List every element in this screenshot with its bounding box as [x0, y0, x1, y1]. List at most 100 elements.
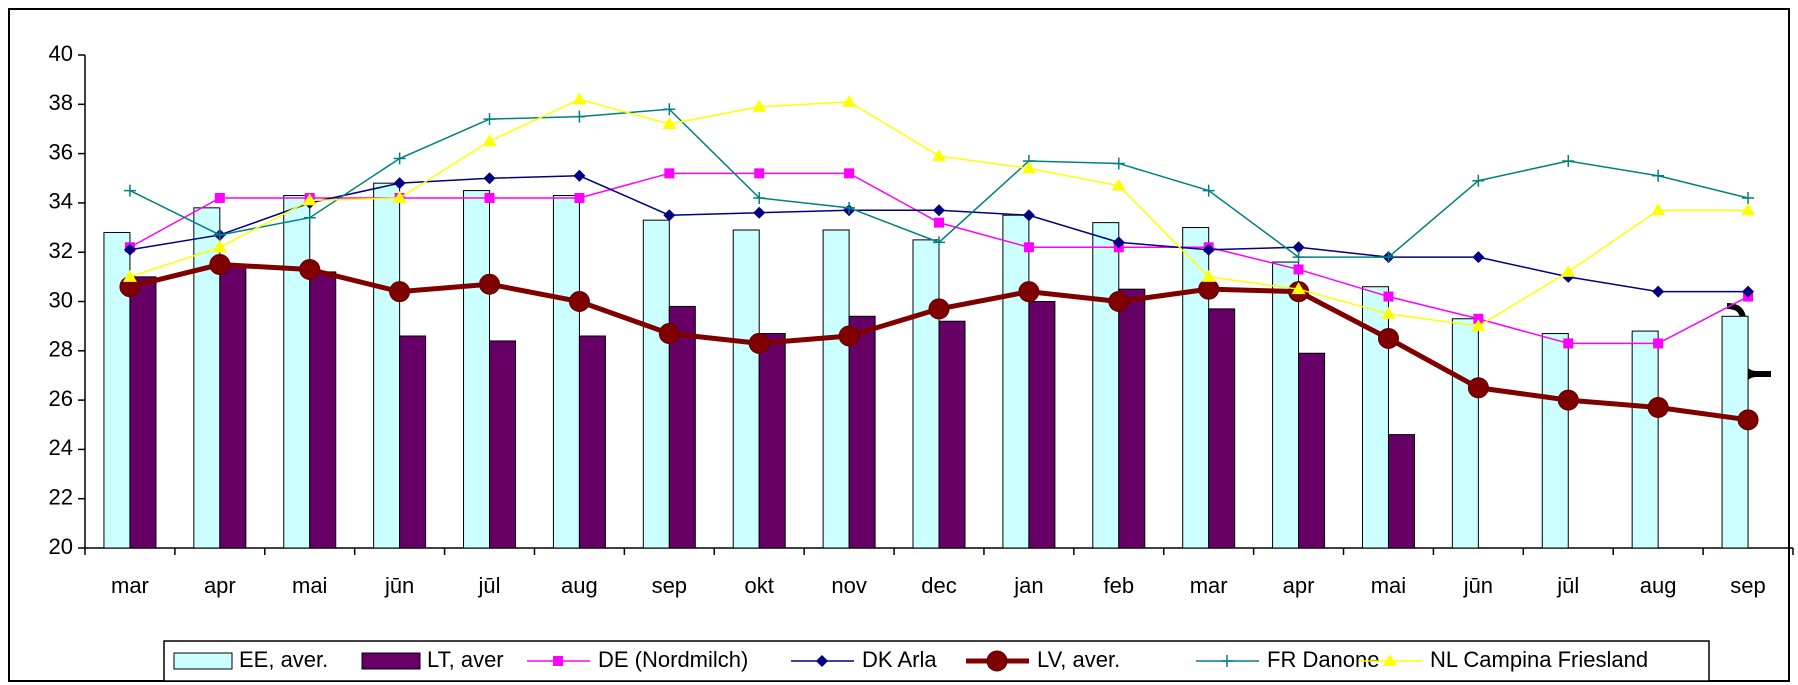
bar: [1541, 333, 1569, 549]
marker-circle: [986, 650, 1008, 672]
x-tick-label: apr: [1283, 573, 1315, 598]
marker-triangle: [932, 149, 946, 162]
marker-triangle: [1651, 203, 1666, 216]
x-tick-label: mar: [111, 573, 149, 598]
marker-square: [1563, 338, 1574, 349]
marker-square: [553, 656, 563, 666]
bar: [129, 276, 157, 549]
marker-triangle: [1741, 203, 1756, 216]
marker-diamond: [816, 655, 828, 667]
bar: [309, 271, 337, 549]
marker-circle: [1647, 396, 1669, 418]
y-tick-label: 30: [49, 287, 73, 312]
marker-square: [214, 192, 225, 203]
y-tick-label: 20: [49, 534, 73, 559]
x-tick-label: sep: [652, 573, 687, 598]
x-tick-label: dec: [921, 573, 956, 598]
marker-triangle: [1111, 178, 1126, 191]
marker-circle: [1108, 291, 1130, 312]
bar: [1451, 318, 1479, 549]
marker-square: [664, 168, 675, 179]
marker-square: [1653, 338, 1664, 349]
marker-plus: [1652, 169, 1665, 182]
bar: [578, 335, 606, 549]
marker-diamond: [1292, 241, 1305, 254]
marker-diamond: [1112, 236, 1125, 249]
bar: [1272, 261, 1300, 549]
bar: [1631, 330, 1659, 549]
marker-triangle: [1471, 319, 1486, 332]
marker-square: [1473, 313, 1484, 324]
y-tick-label: 36: [49, 139, 73, 164]
legend-label: DK Arla: [862, 647, 937, 672]
y-tick-label: 28: [49, 337, 73, 362]
bar: [463, 190, 491, 549]
marker-square: [1293, 264, 1304, 275]
marker-circle: [838, 325, 860, 347]
y-tick-label: 22: [49, 485, 73, 510]
x-tick-label: mai: [1371, 573, 1406, 598]
x-tick-label: okt: [745, 573, 774, 598]
marker-diamond: [663, 209, 676, 222]
bar: [373, 182, 401, 549]
marker-plus: [573, 110, 586, 123]
x-tick-label: jūl: [1556, 573, 1579, 598]
marker-plus: [663, 103, 676, 116]
marker-square: [844, 168, 855, 179]
chart-border: [8, 8, 1790, 682]
marker-plus: [1202, 184, 1215, 197]
legend-swatch: [173, 652, 233, 670]
marker-square: [1023, 242, 1034, 253]
marker-circle: [568, 291, 590, 312]
marker-triangle: [1291, 282, 1306, 295]
marker-diamond: [1652, 285, 1665, 298]
x-tick-label: jūn: [384, 573, 414, 598]
bar: [489, 340, 517, 549]
marker-diamond: [123, 243, 136, 256]
x-tick-label: feb: [1103, 573, 1134, 598]
marker-triangle: [572, 92, 587, 105]
marker-diamond: [1022, 209, 1035, 222]
marker-triangle: [1021, 161, 1036, 174]
marker-triangle: [482, 134, 497, 147]
marker-circle: [1467, 377, 1489, 399]
x-tick-label: mai: [292, 573, 327, 598]
marker-triangle: [752, 99, 767, 112]
marker-plus: [933, 236, 945, 249]
marker-plus: [1382, 251, 1395, 264]
x-tick-label: sep: [1730, 573, 1765, 598]
marker-diamond: [1742, 285, 1755, 298]
marker-plus: [303, 211, 316, 224]
marker-circle: [479, 273, 501, 295]
x-tick-label: nov: [831, 573, 866, 598]
marker-diamond: [1472, 251, 1485, 264]
marker-diamond: [753, 206, 766, 219]
marker-circle: [1198, 278, 1220, 300]
bar: [1182, 227, 1210, 549]
legend-label: LT, aver: [427, 647, 504, 672]
bar: [1387, 434, 1415, 549]
marker-triangle: [842, 94, 857, 107]
x-tick-label: apr: [204, 573, 236, 598]
x-tick-label: aug: [1640, 573, 1677, 598]
bar: [1028, 301, 1056, 549]
marker-diamond: [573, 169, 586, 182]
x-tick-label: mar: [1190, 573, 1228, 598]
marker-triangle: [1561, 264, 1576, 277]
marker-square: [934, 217, 944, 228]
y-tick-label: 26: [49, 386, 73, 411]
marker-plus: [1562, 154, 1575, 167]
marker-square: [484, 192, 495, 203]
marker-triangle: [1383, 654, 1397, 666]
marker-plus: [1472, 174, 1485, 187]
y-tick-label: 32: [49, 238, 73, 263]
marker-plus: [1292, 251, 1305, 264]
x-tick-label: aug: [561, 573, 598, 598]
y-tick-label: 24: [49, 435, 73, 460]
marker-circle: [389, 281, 411, 303]
bar: [1208, 308, 1236, 549]
bar: [1002, 214, 1030, 549]
bar: [1118, 288, 1146, 549]
bar: [848, 315, 876, 549]
